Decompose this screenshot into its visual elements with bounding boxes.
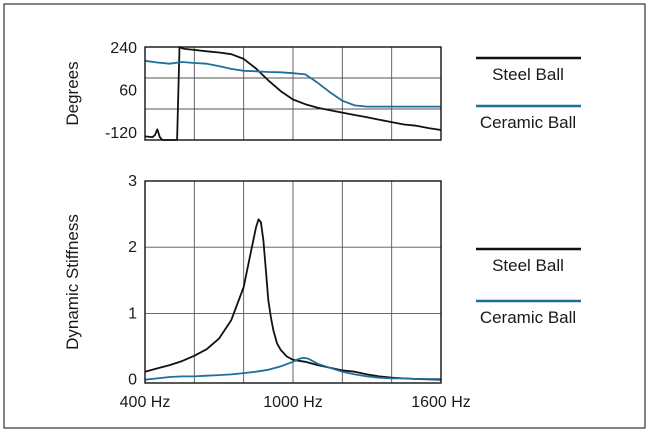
legend-label-ceramic-ball: Ceramic Ball (480, 113, 576, 132)
y-tick-label: 2 (128, 239, 137, 256)
legend-label-steel-ball: Steel Ball (492, 65, 564, 84)
y-axis-label: Dynamic Stiffness (63, 214, 82, 350)
y-tick-label: 0 (128, 372, 137, 389)
y-tick-label: 1 (128, 305, 137, 322)
panel-stiffness: 0 1 2 3 Dynamic Stiffness 400 Hz 1000 Hz 1600 H… (63, 173, 581, 411)
legend-label-steel-ball: Steel Ball (492, 256, 564, 275)
y-axis-label: Degrees (63, 61, 82, 125)
figure-border (3, 3, 646, 429)
plot-frame (144, 46, 442, 141)
series-line-ceramic-ball (144, 356, 441, 381)
y-tick-label: -120 (105, 125, 137, 142)
y-tick-label: 3 (128, 173, 137, 190)
y-tick-label: 240 (110, 40, 137, 57)
x-tick-label: 1000 Hz (263, 394, 323, 411)
x-tick-label: 1600 Hz (411, 394, 471, 411)
series-line-steel-ball (144, 218, 442, 381)
plot-frame (144, 180, 442, 384)
chart-root: 240 60 -120 Degrees Steel Ball Ceramic Ball 0 1… (63, 40, 581, 411)
x-tick-label: 400 Hz (120, 394, 171, 411)
panel-phase: 240 60 -120 Degrees Steel Ball Ceramic Ball (63, 40, 581, 142)
series-line-ceramic-ball (144, 59, 441, 108)
legend-label-ceramic-ball: Ceramic Ball (480, 308, 576, 327)
y-tick-label: 60 (119, 83, 137, 100)
